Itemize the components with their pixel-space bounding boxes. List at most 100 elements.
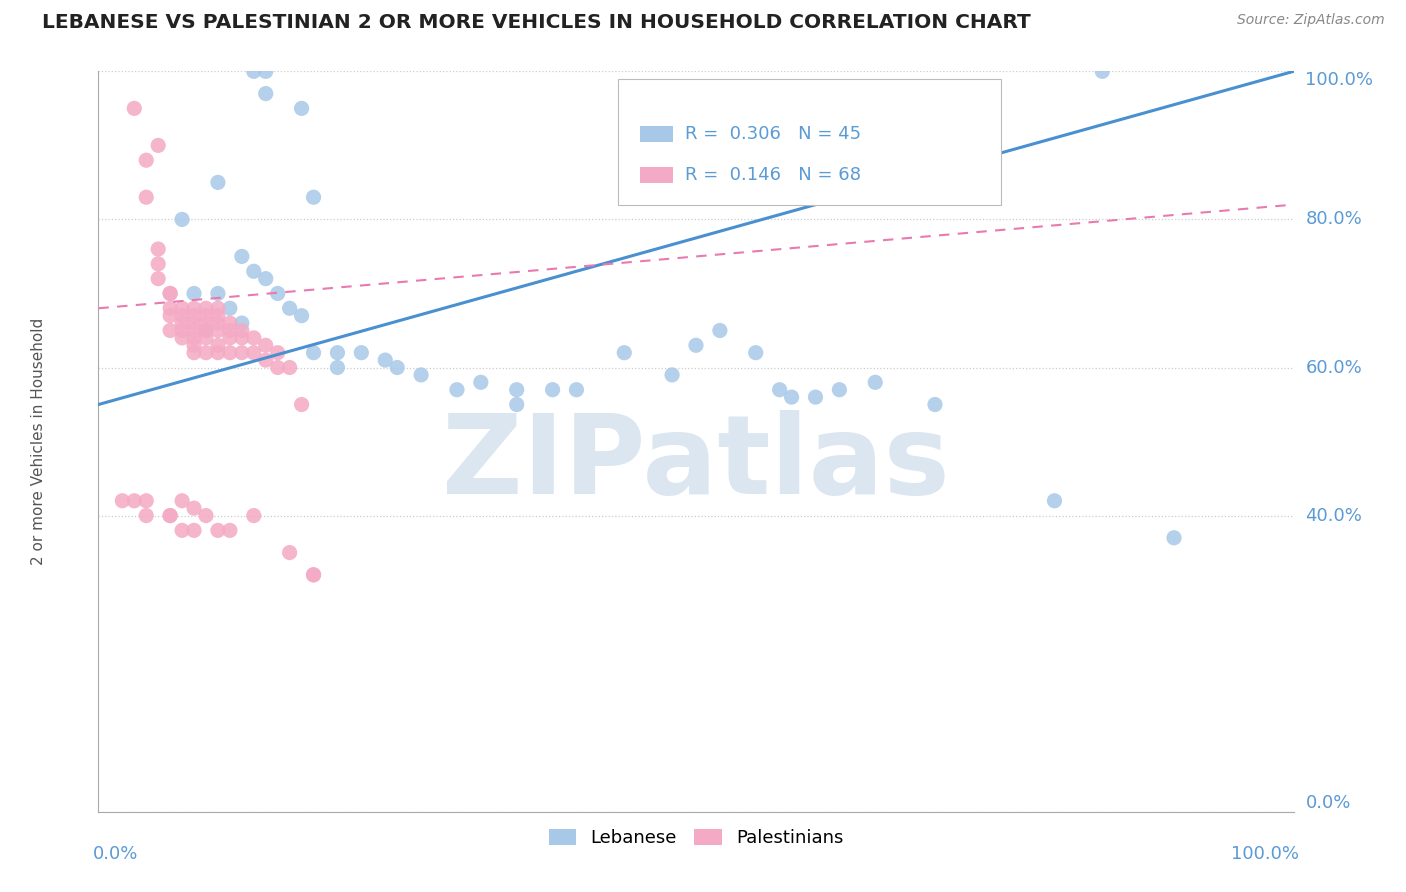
Point xyxy=(135,190,157,204)
Point xyxy=(195,309,218,323)
Point xyxy=(231,250,253,264)
Text: 0.0%: 0.0% xyxy=(1306,794,1351,812)
Point xyxy=(745,345,768,359)
Point xyxy=(385,360,409,375)
Point xyxy=(159,508,181,523)
Text: 2 or more Vehicles in Household: 2 or more Vehicles in Household xyxy=(31,318,46,566)
Point xyxy=(709,324,731,338)
Point xyxy=(254,338,277,352)
Point xyxy=(243,331,266,345)
Point xyxy=(172,212,194,227)
Point xyxy=(828,383,851,397)
Point xyxy=(183,345,205,359)
Text: 80.0%: 80.0% xyxy=(1306,211,1362,228)
Point xyxy=(172,309,194,323)
Point xyxy=(207,316,229,330)
Point xyxy=(254,271,277,285)
Point xyxy=(291,398,314,412)
Point xyxy=(183,331,205,345)
Point xyxy=(541,383,564,397)
Point xyxy=(924,398,946,412)
Point xyxy=(207,345,229,359)
Point xyxy=(172,324,194,338)
Point xyxy=(613,345,636,359)
Point xyxy=(159,286,181,301)
Point xyxy=(780,390,803,404)
Text: ZIPatlas: ZIPatlas xyxy=(441,410,950,517)
Point xyxy=(207,301,229,316)
Point xyxy=(219,345,242,359)
Point xyxy=(159,301,181,316)
Point xyxy=(124,102,146,116)
Point xyxy=(254,353,277,368)
Point xyxy=(111,493,134,508)
Point xyxy=(219,316,242,330)
Point xyxy=(195,324,218,338)
Point xyxy=(267,345,290,359)
Point xyxy=(159,286,181,301)
FancyBboxPatch shape xyxy=(619,78,1001,204)
Point xyxy=(183,338,205,352)
Point xyxy=(219,301,242,316)
Point xyxy=(278,301,301,316)
Point xyxy=(243,264,266,278)
Point xyxy=(172,524,194,538)
Text: 100.0%: 100.0% xyxy=(1232,845,1299,863)
Point xyxy=(1091,64,1114,78)
Text: LEBANESE VS PALESTINIAN 2 OR MORE VEHICLES IN HOUSEHOLD CORRELATION CHART: LEBANESE VS PALESTINIAN 2 OR MORE VEHICL… xyxy=(42,13,1031,32)
Point xyxy=(254,87,277,101)
Point xyxy=(267,286,290,301)
Point xyxy=(661,368,683,382)
Point xyxy=(326,345,349,359)
Point xyxy=(243,64,266,78)
Text: 40.0%: 40.0% xyxy=(1306,507,1362,524)
Point xyxy=(219,524,242,538)
Point xyxy=(219,331,242,345)
Point xyxy=(374,353,396,368)
Point xyxy=(207,338,229,352)
Point xyxy=(195,331,218,345)
Point xyxy=(231,345,253,359)
Point xyxy=(1043,493,1066,508)
Point xyxy=(302,567,325,582)
Point xyxy=(195,316,218,330)
Point xyxy=(291,309,314,323)
Point xyxy=(207,175,229,190)
Point xyxy=(326,360,349,375)
Point xyxy=(350,345,373,359)
FancyBboxPatch shape xyxy=(640,126,673,143)
Point xyxy=(243,508,266,523)
Point xyxy=(685,338,707,352)
Point xyxy=(207,286,229,301)
Point xyxy=(172,493,194,508)
Point xyxy=(195,324,218,338)
Point xyxy=(135,508,157,523)
Point xyxy=(207,324,229,338)
Point xyxy=(135,153,157,168)
Point xyxy=(195,301,218,316)
Point xyxy=(207,309,229,323)
Point xyxy=(506,383,529,397)
Point xyxy=(865,376,887,390)
Point xyxy=(231,324,253,338)
Text: 100.0%: 100.0% xyxy=(1306,71,1374,89)
Point xyxy=(172,331,194,345)
Point xyxy=(148,138,170,153)
Point xyxy=(183,524,205,538)
Point xyxy=(172,316,194,330)
Point xyxy=(254,64,277,78)
Point xyxy=(231,316,253,330)
Point xyxy=(183,309,205,323)
Text: 0.0%: 0.0% xyxy=(93,845,138,863)
Point xyxy=(565,383,588,397)
Point xyxy=(183,286,205,301)
Point xyxy=(470,376,492,390)
Point xyxy=(302,567,325,582)
Text: R =  0.306   N = 45: R = 0.306 N = 45 xyxy=(685,125,862,144)
Point xyxy=(183,501,205,516)
Point xyxy=(183,301,205,316)
FancyBboxPatch shape xyxy=(640,167,673,183)
Point xyxy=(172,301,194,316)
Point xyxy=(291,102,314,116)
Point xyxy=(148,271,170,285)
